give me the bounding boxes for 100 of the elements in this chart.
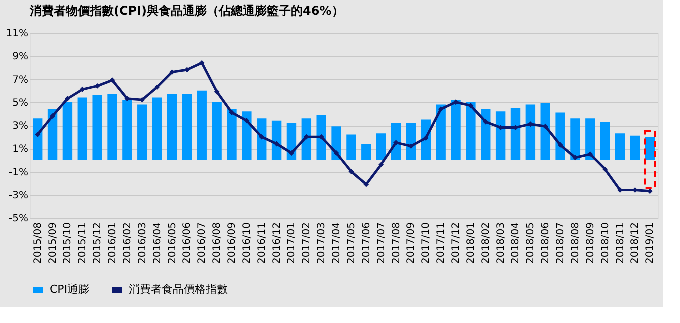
point [244,118,250,124]
x-tick-label: 2018/10 [600,222,612,264]
point [288,150,294,156]
bar [540,104,550,160]
bar [570,118,580,160]
bar [302,118,312,160]
x-tick-label: 2017/02 [302,222,313,264]
x-tick-label: 2017/10 [421,222,432,264]
x-tick-label: 2018/05 [526,222,537,264]
x-tick-label: 2016/11 [256,222,268,264]
bar [316,115,326,160]
y-tick-label: 7% [12,74,28,86]
point [468,103,474,109]
point [154,84,160,90]
point [602,166,608,172]
x-tick-label: 2017/06 [361,222,372,264]
point [558,142,564,148]
x-tick-label: 2016/10 [242,222,253,264]
x-tick-label: 2018/06 [540,222,552,264]
y-tick-label: -3% [9,190,28,202]
bar [451,100,461,160]
legend-label: CPI通膨 [50,283,90,296]
x-tick-label: 2016/06 [182,222,194,264]
x-tick-label: 2017/09 [406,222,418,264]
point [334,150,340,156]
bar [48,109,58,160]
chart-title: 消費者物價指數(CPI)與食品通膨（佔總通膨籃子的46%） [29,4,344,18]
bar [406,123,416,160]
point [423,135,429,141]
point [348,169,354,174]
bar [182,94,192,160]
bar [92,95,102,160]
x-tick-label: 2016/07 [197,222,208,264]
x-tick-label: 2017/05 [346,222,358,264]
bar [78,98,88,160]
bar [152,98,162,160]
bar [197,90,207,160]
x-tick-label: 2016/03 [137,222,148,264]
x-tick-label: 2017/08 [391,222,402,264]
x-tick-label: 2015/10 [62,222,74,264]
x-tick-label: 2017/03 [316,222,328,264]
x-tick-label: 2017/04 [332,222,343,264]
bar [212,102,222,160]
point [229,110,235,116]
point [35,132,41,138]
legend-label: 消費者食品價格指數 [129,283,228,296]
y-tick-label: 5% [12,98,28,109]
bar [481,109,491,160]
x-tick-label: 2015/11 [78,222,89,264]
point [364,182,370,188]
x-tick-label: 2016/09 [226,222,238,264]
bar [242,112,252,160]
bar [346,134,356,160]
x-tick-label: 2016/05 [167,222,178,264]
x-tick-label: 2018/09 [585,222,596,264]
bar [167,94,178,160]
x-tick-label: 2017/01 [286,222,298,264]
x-tick-label: 2016/04 [152,222,164,264]
bar [62,102,73,160]
x-tick-label: 2018/04 [510,222,522,264]
x-tick-label: 2018/12 [630,222,642,264]
x-tick-label: 2016/02 [122,222,134,264]
bar [630,136,640,160]
y-tick-label: 1% [12,144,28,156]
y-tick-label: -1% [9,167,28,178]
bar [362,144,372,160]
point [378,162,384,168]
bar [496,112,506,160]
bar [272,120,282,160]
point [50,114,56,119]
y-tick-label: 9% [12,52,28,63]
point [438,106,444,112]
point [588,152,594,158]
x-tick-label: 2018/02 [480,222,492,264]
bar [257,118,267,160]
point [170,70,175,76]
point [80,86,86,92]
x-tick-label: 2019/01 [645,222,656,264]
bar [138,104,148,160]
y-tick-label: -5% [9,214,28,224]
x-tick-label: 2017/12 [451,222,462,264]
x-tick-label: 2018/08 [570,222,582,264]
y-tick-label: 11% [6,28,28,40]
point [274,141,280,147]
point [453,100,459,106]
bar [376,134,386,160]
x-tick-label: 2016/01 [108,222,119,264]
x-tick-label: 2017/07 [376,222,388,264]
bar [108,94,118,160]
point [483,119,489,125]
x-tick-label: 2015/08 [32,222,44,264]
bar [510,108,521,160]
point [199,60,205,66]
x-tick-label: 2018/11 [615,222,626,264]
x-tick-label: 2015/09 [48,222,59,264]
x-tick-label: 2018/07 [556,222,567,264]
point [214,89,220,95]
bar [436,104,446,160]
x-tick-label: 2015/12 [92,222,104,264]
x-tick-label: 2018/03 [496,222,507,264]
